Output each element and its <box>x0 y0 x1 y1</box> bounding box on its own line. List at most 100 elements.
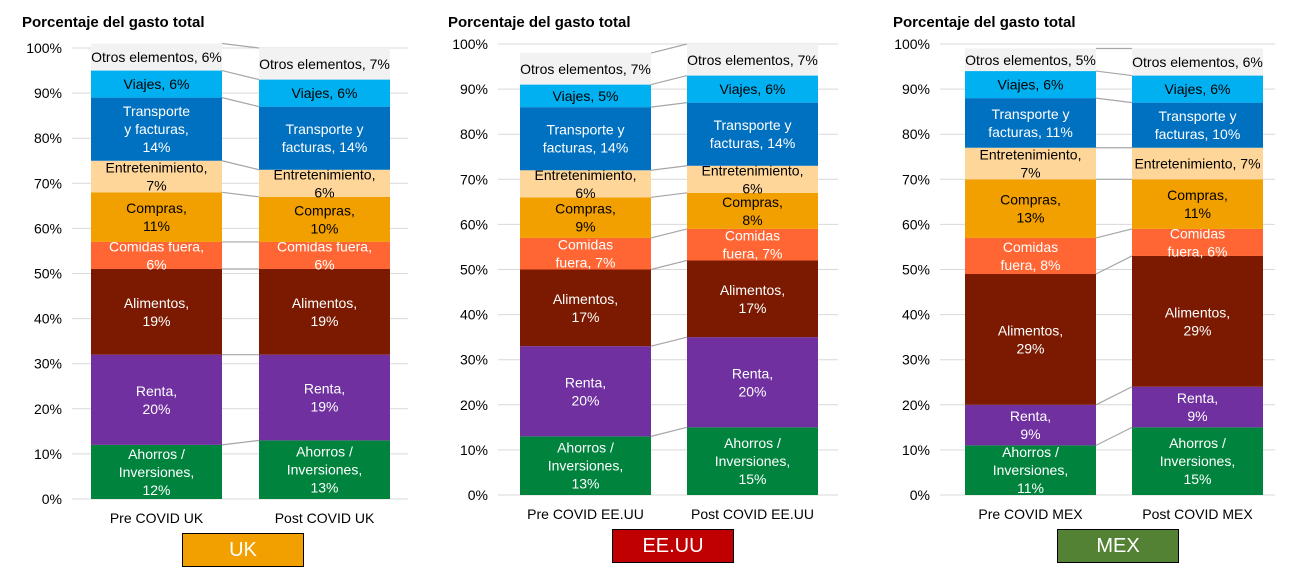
data-label-line: Renta, <box>136 383 177 399</box>
bar-segment <box>965 237 1096 275</box>
data-label-line: Ahorros / <box>1169 435 1226 451</box>
data-label-line: Viajes, 6% <box>124 76 190 92</box>
data-label-line: Alimentos, <box>124 295 189 311</box>
bar-segment <box>1132 75 1263 103</box>
data-label-line: Alimentos, <box>553 291 618 307</box>
y-tick-label: 40% <box>34 311 62 327</box>
data-label-line: 9% <box>575 219 595 235</box>
data-label-line: 29% <box>1183 322 1211 338</box>
x-category-label: Pre COVID EE.UU <box>527 506 644 522</box>
chart-1: Porcentaje del gasto total 0% 10% 20% 30% 40%… <box>448 14 838 522</box>
series-connector <box>221 69 260 81</box>
bar-segment <box>520 84 651 108</box>
y-tick-label: 40% <box>902 307 930 323</box>
data-label: Renta, 9% <box>1177 390 1218 424</box>
bar-segment <box>965 147 1096 180</box>
bar-segment <box>259 79 390 107</box>
data-label-line: Transporte y <box>285 121 363 137</box>
data-label: Comidas fuera, 6% <box>1168 225 1228 259</box>
data-label: Renta, 9% <box>1010 408 1051 442</box>
data-label-line: Entretenimiento, <box>274 166 376 182</box>
data-label-line: Transporte y <box>546 122 624 138</box>
data-label: Otros elementos, 7% <box>687 52 818 68</box>
data-label-line: Ahorros / <box>724 435 781 451</box>
data-label: Ahorros / Inversiones, 12% <box>119 446 194 498</box>
bar-segment <box>259 169 390 197</box>
data-label-line: facturas, 14% <box>543 140 629 156</box>
chart-title: Porcentaje del gasto total <box>448 14 631 31</box>
data-label: Transporte y facturas, 14% <box>282 121 368 155</box>
series-connector <box>221 191 260 198</box>
data-label-line: Renta, <box>304 381 345 397</box>
y-tick-label: 90% <box>460 81 488 97</box>
data-label-line: Entretenimiento, <box>106 160 208 176</box>
y-tick-label: 70% <box>460 171 488 187</box>
data-label: Ahorros / Inversiones, 13% <box>548 440 623 492</box>
data-label: Entretenimiento, 6% <box>535 167 637 201</box>
data-label: Viajes, 6% <box>1165 81 1231 97</box>
data-label-line: Ahorros / <box>557 440 614 456</box>
data-label-line: Transporte y <box>713 117 791 133</box>
y-tick-label: 0% <box>468 487 488 503</box>
series-connector <box>1095 426 1133 446</box>
data-label-line: 19% <box>310 399 338 415</box>
bar-segment <box>520 107 651 171</box>
data-label: Compras, 9% <box>555 201 616 235</box>
data-label: Alimentos, 29% <box>1165 304 1230 338</box>
data-label: Otros elementos, 7% <box>259 56 390 72</box>
data-label: Renta, 20% <box>732 365 773 399</box>
y-tick-label: 0% <box>910 487 930 503</box>
data-label-line: Inversiones, <box>993 462 1068 478</box>
chart-title: Porcentaje del gasto total <box>893 14 1076 31</box>
x-category-label: Post COVID EE.UU <box>691 506 814 522</box>
bar-segment <box>91 192 222 242</box>
y-tick-label: 50% <box>902 262 930 278</box>
data-label-line: 20% <box>571 392 599 408</box>
data-label: Comidas fuera, 8% <box>1001 239 1061 273</box>
bar-segment <box>1132 228 1263 256</box>
data-label-line: Otros elementos, 6% <box>1132 54 1263 70</box>
bar-segment <box>1132 386 1263 428</box>
data-label-line: 29% <box>1016 340 1044 356</box>
series-connector <box>221 97 260 108</box>
y-tick-label: 80% <box>902 126 930 142</box>
data-label-line: 6% <box>314 184 334 200</box>
data-label: Ahorros / Inversiones, 13% <box>287 444 362 496</box>
data-label-line: 13% <box>1016 210 1044 226</box>
bar-segment <box>687 44 818 76</box>
data-label-line: y facturas, <box>124 121 189 137</box>
data-label-line: Alimentos, <box>292 295 357 311</box>
bar-segment <box>520 170 651 198</box>
data-label-line: 17% <box>571 309 599 325</box>
data-label-line: 9% <box>1020 426 1040 442</box>
bar-segment <box>687 337 818 428</box>
data-label: Viajes, 6% <box>292 85 358 101</box>
data-label-line: facturas, 10% <box>1155 126 1241 142</box>
data-label: Compras, 11% <box>126 200 187 234</box>
data-label-line: Renta, <box>1177 390 1218 406</box>
bar-segment <box>687 102 818 166</box>
bar-segment <box>520 269 651 347</box>
data-label-line: Renta, <box>565 374 606 390</box>
y-tick-label: 0% <box>42 491 62 507</box>
data-label-line: Comidas fuera, <box>277 238 372 254</box>
data-label: Entretenimiento, 6% <box>274 166 376 200</box>
data-label-line: Viajes, 5% <box>553 88 619 104</box>
y-tick-label: 60% <box>902 216 930 232</box>
country-badge: EE.UU <box>612 529 734 563</box>
bar-segment <box>91 160 222 193</box>
series-connector <box>650 426 688 437</box>
data-label-line: Renta, <box>1010 408 1051 424</box>
bar-segment <box>1132 179 1263 229</box>
data-label-line: 7% <box>1020 165 1040 181</box>
x-category-label: Pre COVID MEX <box>978 506 1083 522</box>
bar-segment <box>965 274 1096 405</box>
y-tick-label: 20% <box>902 397 930 413</box>
data-label-line: Compras, <box>722 194 783 210</box>
bar-segment <box>91 70 222 98</box>
data-label-line: Otros elementos, 7% <box>259 56 390 72</box>
bar-segment <box>520 237 651 270</box>
series-connector <box>650 43 688 54</box>
data-label: Otros elementos, 6% <box>1132 54 1263 70</box>
y-tick-label: 30% <box>34 356 62 372</box>
